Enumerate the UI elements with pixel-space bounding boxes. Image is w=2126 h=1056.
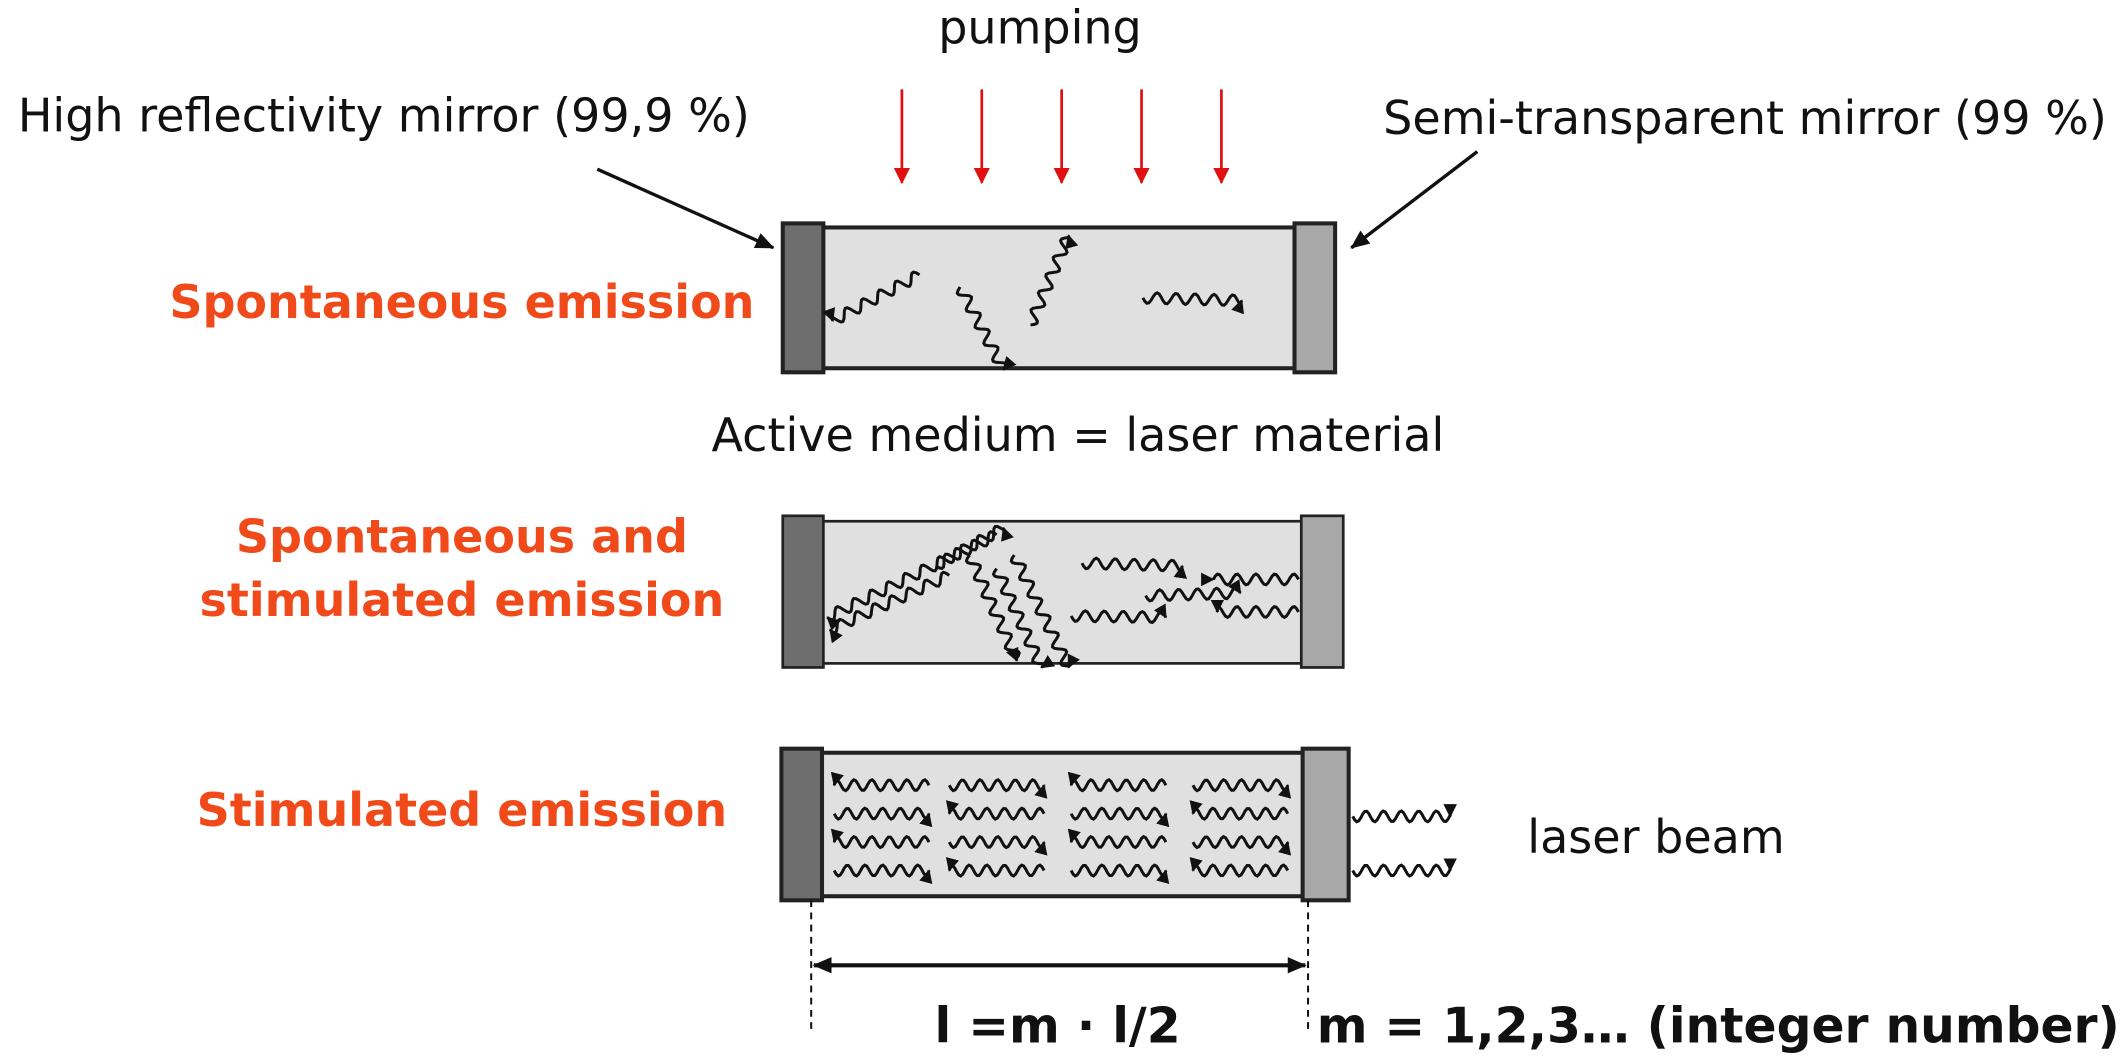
- tube-2: [781, 514, 1345, 669]
- photon: [1189, 800, 1290, 821]
- photon: [1351, 804, 1457, 824]
- tube-1: [780, 221, 1338, 375]
- length-formula: l =m · l/2: [935, 998, 1181, 1054]
- photon: [1067, 771, 1168, 793]
- pointer-arrow: [1350, 150, 1479, 250]
- photon: [826, 530, 998, 631]
- photon: [947, 778, 1048, 799]
- right-mirror-label: Semi-transparent mirror (99 %): [1383, 91, 2107, 145]
- photon: [1189, 856, 1290, 878]
- medium-label: Active medium = laser material: [712, 408, 1445, 462]
- photon: [945, 800, 1046, 821]
- photon: [1069, 806, 1170, 828]
- integer-note: m = 1,2,3… (integer number): [1317, 998, 2120, 1054]
- stage-label: Spontaneous emission: [169, 275, 754, 329]
- photon: [1067, 828, 1168, 850]
- stage-label: Stimulated emission: [197, 783, 727, 837]
- photons: [822, 234, 1457, 885]
- photon: [1211, 565, 1300, 587]
- photon: [991, 567, 1056, 669]
- photon: [1029, 234, 1079, 327]
- photon: [832, 806, 933, 828]
- photon: [945, 856, 1046, 878]
- pointer-arrow: [596, 167, 775, 250]
- photon: [1191, 834, 1292, 856]
- stage-label: Spontaneous and: [236, 509, 688, 563]
- photon: [1141, 291, 1245, 315]
- photon: [955, 286, 1017, 371]
- photon: [935, 525, 1014, 571]
- photon: [1069, 863, 1170, 885]
- photon: [1009, 554, 1080, 669]
- photon: [822, 270, 921, 324]
- photon: [832, 863, 933, 885]
- photon: [1144, 579, 1242, 603]
- stage-labels: Spontaneous emission Spontaneous and stimu…: [169, 275, 754, 837]
- length-dimension: [810, 900, 1310, 1029]
- photon: [830, 771, 931, 793]
- photon: [964, 554, 1021, 662]
- photon: [1080, 556, 1188, 579]
- photon: [1351, 858, 1457, 878]
- pump-arrows: [893, 89, 1230, 185]
- photon: [830, 828, 931, 850]
- pumping-label: pumping: [938, 0, 1142, 54]
- stage-label: stimulated emission: [200, 573, 725, 627]
- left-mirror-label: High reflectivity mirror (99,9 %): [18, 88, 750, 142]
- photon: [1191, 778, 1292, 799]
- tube-3: [779, 746, 1351, 903]
- photon: [828, 570, 951, 644]
- photon: [1210, 599, 1300, 620]
- photon: [947, 834, 1048, 856]
- photon: [1069, 603, 1168, 625]
- beam-label: laser beam: [1527, 810, 1784, 864]
